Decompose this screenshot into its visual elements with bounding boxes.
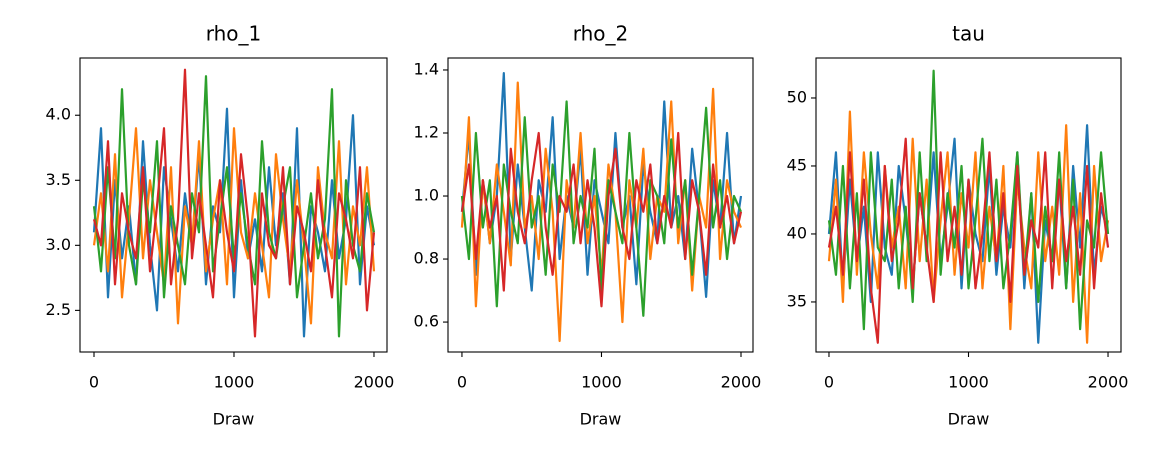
y-tick-label: 3.5 xyxy=(46,170,71,189)
plot-area xyxy=(827,69,1110,344)
plot-area xyxy=(460,72,743,343)
x-tick-label: 1000 xyxy=(581,373,622,392)
x-tick-label: 1000 xyxy=(214,373,255,392)
subplot-title: rho_2 xyxy=(573,22,629,46)
trace-line xyxy=(827,137,1110,344)
x-axis-label: Draw xyxy=(213,410,255,429)
y-tick-label: 3.0 xyxy=(46,235,71,254)
y-tick-label: 4.0 xyxy=(46,105,71,124)
trace-line xyxy=(92,68,376,338)
y-tick-label: 1.2 xyxy=(414,122,439,141)
y-tick-label: 45 xyxy=(787,155,807,174)
x-axis-label: Draw xyxy=(948,410,990,429)
x-tick-label: 0 xyxy=(89,373,99,392)
subplot-title: rho_1 xyxy=(206,22,262,46)
trace-line xyxy=(827,110,1110,344)
plot-area xyxy=(92,68,376,338)
y-tick-label: 35 xyxy=(787,291,807,310)
y-tick-label: 50 xyxy=(787,87,807,106)
y-tick-label: 2.5 xyxy=(46,300,71,319)
x-tick-label: 2000 xyxy=(721,373,762,392)
y-tick-label: 1.0 xyxy=(414,186,439,205)
y-tick-label: 1.4 xyxy=(414,59,439,78)
x-tick-label: 0 xyxy=(824,373,834,392)
x-tick-label: 2000 xyxy=(354,373,395,392)
axes-frame xyxy=(447,57,754,353)
x-tick-label: 0 xyxy=(457,373,467,392)
y-tick-label: 40 xyxy=(787,223,807,242)
x-tick-label: 2000 xyxy=(1088,373,1129,392)
x-tick-label: 1000 xyxy=(948,373,989,392)
trace-line xyxy=(460,131,743,308)
subplot-title: tau xyxy=(952,22,985,46)
y-tick-label: 0.8 xyxy=(414,249,439,268)
y-tick-label: 0.6 xyxy=(414,312,439,331)
x-axis-label: Draw xyxy=(580,410,622,429)
